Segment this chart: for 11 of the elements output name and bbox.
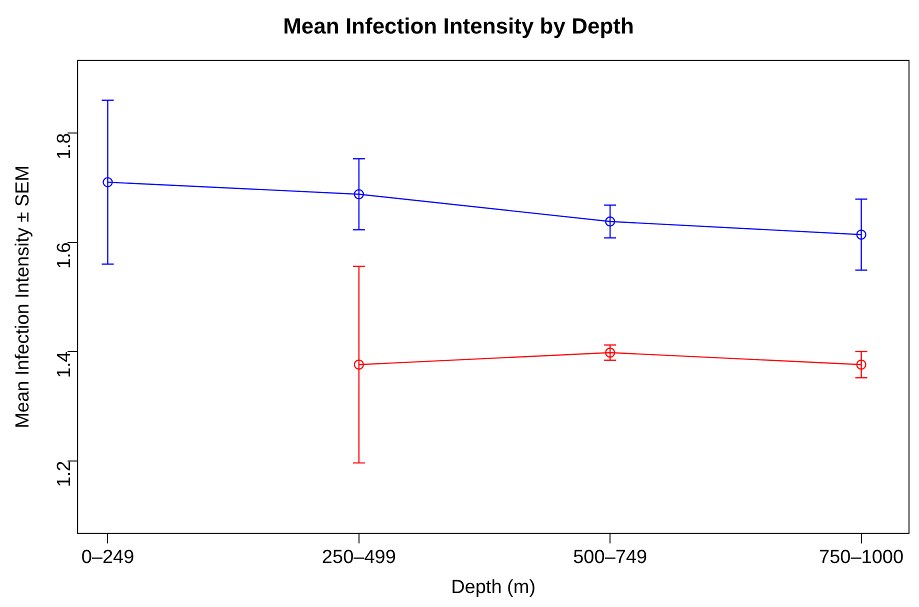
- x-tick-label: 500–749: [573, 547, 648, 568]
- y-tick-label: 1.6: [54, 242, 75, 269]
- y-tick-label: 1.2: [54, 460, 75, 488]
- x-tick-label: 250–499: [322, 547, 396, 568]
- y-axis-title: Mean Infection Intensity ± SEM: [12, 165, 34, 428]
- y-tick-label: 1.8: [54, 133, 75, 160]
- chart-title: Mean Infection Intensity by Depth: [283, 13, 634, 38]
- x-tick-label: 0–249: [81, 547, 134, 568]
- x-tick-label: 750–1000: [819, 547, 904, 568]
- y-tick-label: 1.4: [54, 351, 75, 378]
- x-axis-title: Depth (m): [451, 576, 536, 598]
